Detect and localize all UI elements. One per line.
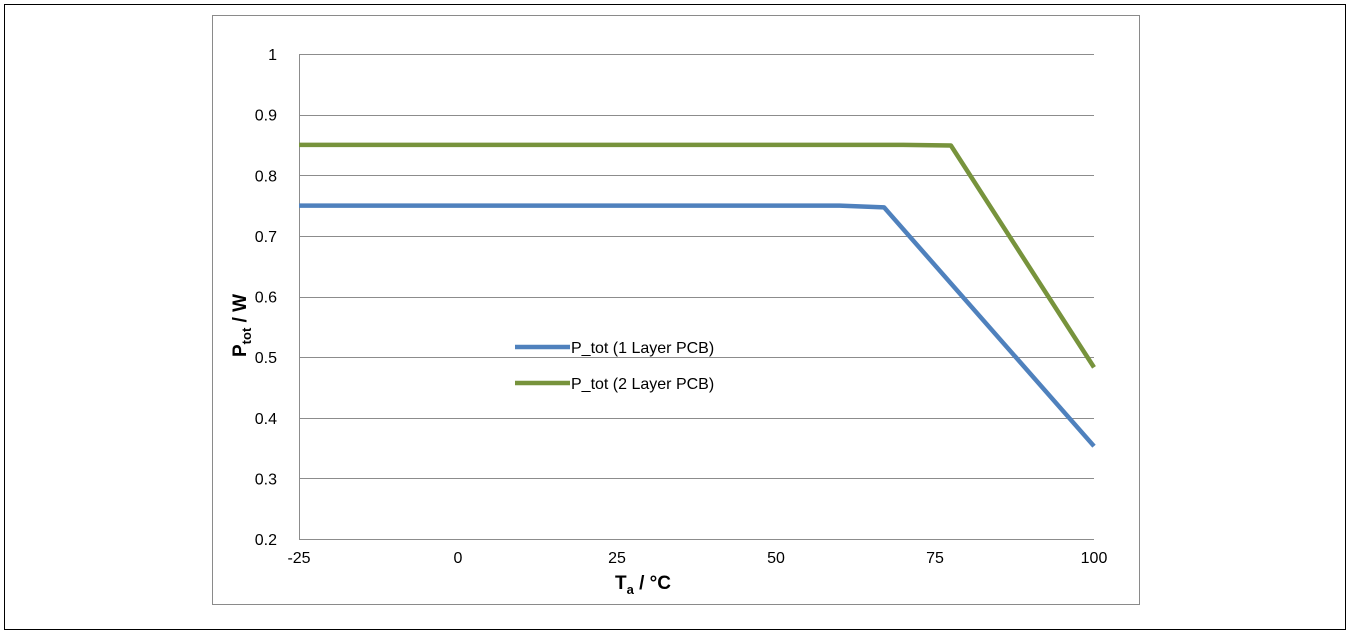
x-tick-label: 50	[767, 550, 785, 567]
y-tick-labels: 0.2 0.3 0.4 0.5 0.6 0.7 0.8 0.9 1	[255, 47, 277, 549]
y-tick-label: 0.8	[255, 168, 277, 185]
y-tick-label: 0.7	[255, 229, 277, 246]
y-tick-label: 0.6	[255, 290, 277, 307]
x-tick-label: 25	[608, 550, 626, 567]
y-tick-label: 0.3	[255, 471, 277, 488]
y-tick-label: 0.5	[255, 350, 277, 367]
x-tick-label: 0	[454, 550, 463, 567]
y-tick-label: 1	[268, 47, 277, 64]
x-tick-labels: -25 0 25 50 75 100	[287, 550, 1107, 567]
series-line	[299, 203, 1096, 448]
chart: 0.20.30.40.50.60.70.80.91 -25 0 25 50 75 100 …	[230, 47, 1107, 597]
x-tick-label: 75	[926, 550, 944, 567]
x-tick-label: 100	[1081, 550, 1108, 567]
legend-label: P_tot (1 Layer PCB)	[571, 340, 714, 357]
grid-lines	[299, 54, 1094, 540]
y-tick-label: 0.9	[255, 108, 277, 125]
series-line	[299, 142, 1096, 369]
series-layer	[299, 142, 1096, 448]
y-axis-title: Ptot / W	[230, 294, 254, 357]
x-tick-label: -25	[287, 550, 310, 567]
chart-frame: 0.2 0.3 0.4 0.5 0.6 0.7 0.8 0.9 1 -25 0 25 50 75 100 …	[212, 15, 1140, 605]
y-tick-label: 0.4	[255, 411, 277, 428]
y-tick-label: 0.2	[255, 532, 277, 549]
legend: P_tot (1 Layer PCB) P_tot (2 Layer PCB)	[515, 340, 714, 393]
x-axis-title: Ta / °C	[615, 573, 671, 597]
legend-label: P_tot (2 Layer PCB)	[571, 376, 714, 393]
